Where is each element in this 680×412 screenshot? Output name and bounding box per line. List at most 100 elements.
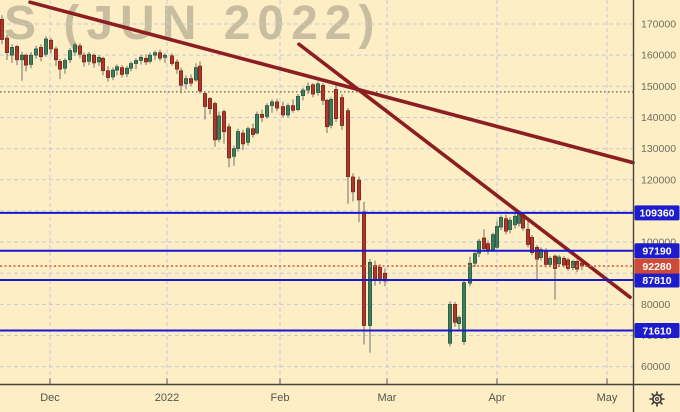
candle-down [208,98,213,110]
candle-up [538,249,543,258]
candle-up [447,304,452,344]
candle-down [274,101,279,109]
candle-down [503,218,508,232]
price-badge-label: 71610 [642,325,671,337]
price-badge-label: 97190 [642,246,671,258]
candle-down [198,65,203,92]
time-scale[interactable]: Dec 2022 Feb Mar Apr May [40,378,618,405]
candle-up [461,282,466,343]
candle-down [92,54,97,64]
price-badge [634,205,680,221]
candle-up [153,52,158,56]
candle-down [565,259,570,269]
candle-up [472,253,477,264]
candle-up [556,256,561,265]
candle-up [246,128,251,143]
price-badges: 109360 97190 87810 71610 92280 [634,205,680,338]
price-tick-label: 160000 [641,50,676,62]
candle-down [5,37,10,53]
price-scale[interactable]: 1700001600001500001400001300001200001100… [641,19,676,374]
candle-up [512,215,517,226]
trend-line-1[interactable] [28,0,635,165]
candle-up [33,48,38,56]
candle-down [82,54,87,63]
candle-down [333,89,338,119]
price-tick-label: 150000 [641,81,676,93]
candle-up [547,257,552,265]
time-tick-label: Dec [40,392,60,404]
candle-up [28,54,33,65]
candle-down [78,45,83,55]
price-tick-label: 60000 [641,361,670,373]
chart-settings-button[interactable] [634,385,680,412]
candle-down [251,128,256,135]
candle-down [339,97,344,126]
price-badge-label: 92280 [642,261,671,273]
candle-down [310,84,315,95]
price-badge [634,272,680,288]
candle-down [356,179,361,201]
candle-up [300,89,305,96]
candle-down [189,78,194,84]
candle-up [68,50,73,61]
candle-down [48,39,53,50]
candle-down [552,255,557,269]
candle-up [62,60,67,69]
candle-down [144,57,149,63]
price-tick-label: 140000 [641,112,676,124]
candle-up [269,101,274,106]
candle-up [87,53,92,62]
candle-down [361,211,366,326]
candle-down [38,47,43,58]
candle-up [494,226,499,248]
candle-up [129,63,134,69]
time-tick-label: 2022 [155,392,179,404]
candle-down [481,237,486,249]
candle-down [15,46,20,61]
price-tick-label: 170000 [641,19,676,31]
candle-up [507,219,512,230]
candle-down [227,126,232,159]
candle-up [184,78,189,85]
price-badge [634,258,680,274]
candle-down [543,250,548,265]
trend-lines[interactable] [28,0,635,299]
candle-down [324,100,329,128]
candle-up [139,57,144,61]
candle-up [73,44,78,53]
candle-down [106,70,111,78]
candle-down [350,176,355,193]
candle-up [490,234,495,251]
price-tick-label: 130000 [641,143,676,155]
candle-down [203,93,208,107]
price-badge [634,243,680,259]
time-tick-label: Apr [488,392,505,404]
level-lines[interactable] [0,211,633,332]
candle-up [467,262,472,284]
candle-down [158,52,163,59]
candle-down [534,247,539,260]
candle-up [217,115,222,140]
candle-down [320,85,325,101]
candle-up [476,240,481,254]
candle-up [125,67,130,75]
candle-down [222,111,227,133]
candle-down [574,261,579,270]
candle-up [43,38,48,55]
price-tick-label: 120000 [641,174,676,186]
candle-up [111,69,116,78]
candle-up [285,105,290,116]
candle-down [280,106,285,116]
price-tick-label: 80000 [641,299,670,311]
candle-down [525,228,530,245]
candle-up [115,66,120,71]
trend-line-2[interactable] [297,42,632,299]
price-badge [634,322,680,338]
candle-up [255,114,260,134]
candle-down [23,54,28,66]
candle-up [570,261,575,268]
candle-up [367,261,372,326]
